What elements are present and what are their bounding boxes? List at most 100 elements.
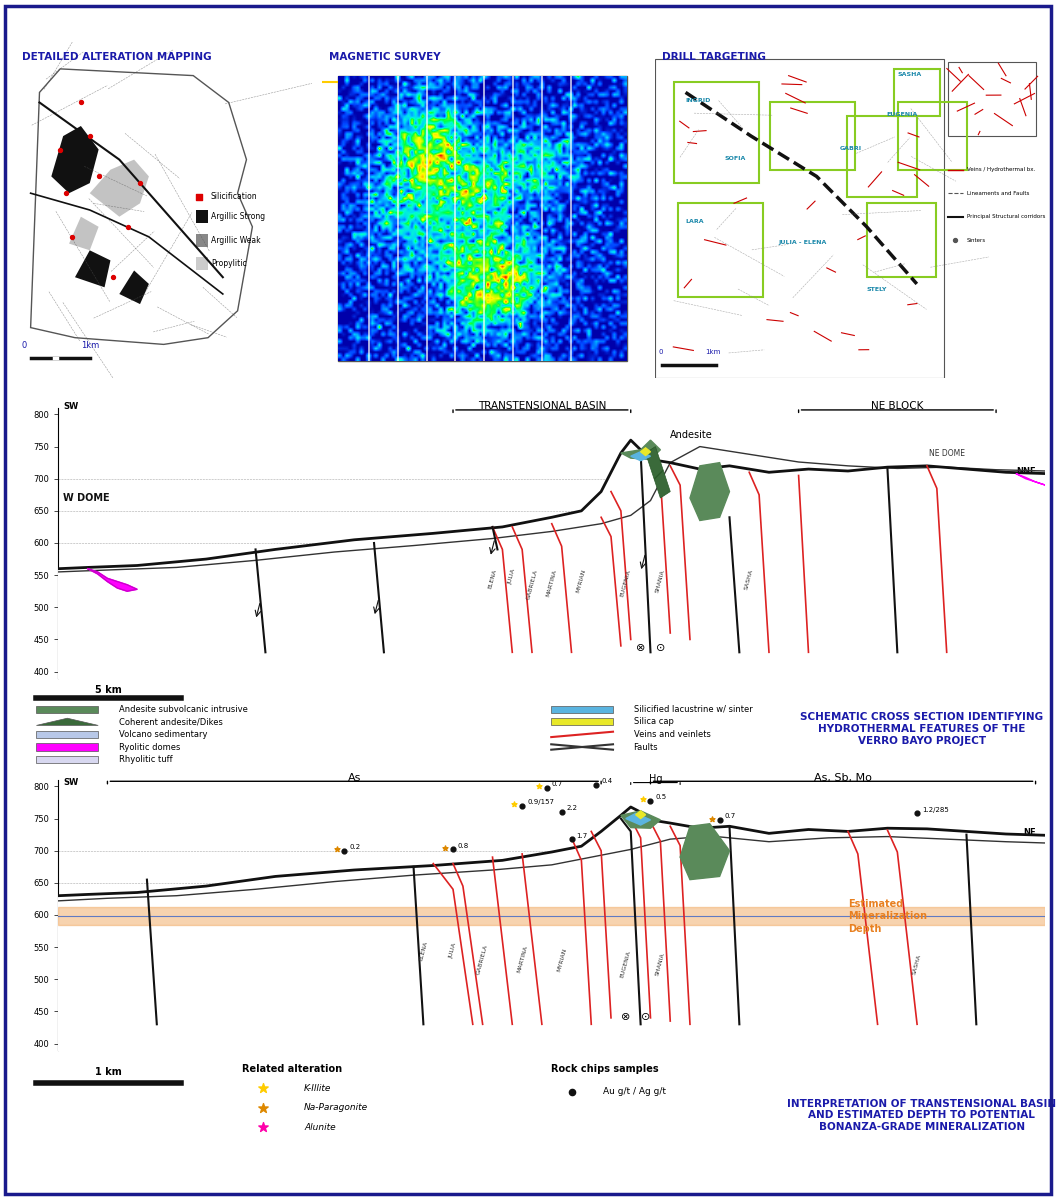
Polygon shape xyxy=(1016,474,1045,485)
Bar xyxy=(898,102,967,169)
Text: GABRIELA: GABRIELA xyxy=(476,944,489,976)
Point xyxy=(947,230,964,250)
Text: DRILL TARGETING: DRILL TARGETING xyxy=(662,52,767,62)
Bar xyxy=(36,731,98,738)
Text: Alunite: Alunite xyxy=(304,1123,336,1132)
Point xyxy=(530,776,547,796)
Point xyxy=(254,1117,271,1136)
Text: As, Sb, Mo: As, Sb, Mo xyxy=(814,773,872,782)
Text: 0.7: 0.7 xyxy=(724,814,736,820)
Point xyxy=(58,184,75,203)
Text: Veins / Hydrothermal bx.: Veins / Hydrothermal bx. xyxy=(967,167,1035,172)
Text: Lineaments and Faults: Lineaments and Faults xyxy=(967,191,1030,196)
Text: ⊙: ⊙ xyxy=(641,1012,650,1021)
Bar xyxy=(36,743,98,751)
Text: Argillic Weak: Argillic Weak xyxy=(211,235,261,245)
Text: SASHA: SASHA xyxy=(744,569,754,590)
Point xyxy=(908,804,925,823)
Polygon shape xyxy=(75,251,111,287)
Point xyxy=(63,227,80,246)
Text: NE BLOCK: NE BLOCK xyxy=(871,401,924,412)
Polygon shape xyxy=(52,126,98,193)
Text: SOFIA: SOFIA xyxy=(724,156,746,161)
Point xyxy=(506,794,523,814)
Text: 0.4: 0.4 xyxy=(601,778,612,784)
Text: Propylitic: Propylitic xyxy=(211,259,247,269)
Text: Coherent andesite/Dikes: Coherent andesite/Dikes xyxy=(119,718,223,726)
Text: 0: 0 xyxy=(22,341,27,349)
Text: SHANIA: SHANIA xyxy=(655,953,666,977)
Text: Hg: Hg xyxy=(648,774,662,784)
Text: 1 km: 1 km xyxy=(95,1068,121,1078)
Point xyxy=(336,841,353,860)
Polygon shape xyxy=(680,823,730,880)
Text: STELY: STELY xyxy=(867,287,887,292)
Text: SHANIA: SHANIA xyxy=(655,569,666,593)
Text: MYRIAN: MYRIAN xyxy=(557,947,567,972)
Text: 0.7: 0.7 xyxy=(551,781,563,787)
Polygon shape xyxy=(90,160,149,217)
Polygon shape xyxy=(645,446,671,498)
Text: LARA: LARA xyxy=(685,220,704,224)
Text: GABRIELA: GABRIELA xyxy=(526,569,539,600)
Bar xyxy=(893,68,940,116)
Text: Related alteration: Related alteration xyxy=(243,1064,342,1074)
Point xyxy=(563,829,580,848)
Text: Andesite subvolcanic intrusive: Andesite subvolcanic intrusive xyxy=(119,704,248,714)
Text: SW: SW xyxy=(63,402,78,412)
Point xyxy=(328,840,345,859)
Point xyxy=(105,268,121,287)
Point xyxy=(553,803,570,822)
Bar xyxy=(551,718,614,725)
Text: K-Illite: K-Illite xyxy=(304,1084,332,1093)
Point xyxy=(437,839,454,858)
Polygon shape xyxy=(31,68,252,344)
Point xyxy=(711,810,728,829)
Text: ⊙: ⊙ xyxy=(656,643,665,653)
Text: 0.8: 0.8 xyxy=(458,842,469,848)
Bar xyxy=(36,706,98,713)
Polygon shape xyxy=(641,448,650,456)
Bar xyxy=(867,203,936,277)
Text: JULIA - ELENA: JULIA - ELENA xyxy=(778,240,827,245)
Text: Rock chips samples: Rock chips samples xyxy=(551,1064,659,1074)
Point xyxy=(90,167,107,186)
Point xyxy=(254,1079,271,1098)
Bar xyxy=(848,116,917,197)
Polygon shape xyxy=(636,811,645,818)
Text: Silicification: Silicification xyxy=(211,192,258,202)
Polygon shape xyxy=(690,463,730,521)
Bar xyxy=(678,203,762,298)
Text: 0.9/157: 0.9/157 xyxy=(527,799,554,805)
Text: SASHA: SASHA xyxy=(898,72,922,77)
Text: Au g/t / Ag g/t: Au g/t / Ag g/t xyxy=(603,1087,665,1096)
Polygon shape xyxy=(626,814,650,826)
Text: Argillic Strong: Argillic Strong xyxy=(211,212,265,221)
Text: 1km: 1km xyxy=(81,341,99,349)
Text: 0.5: 0.5 xyxy=(656,794,666,800)
Bar xyxy=(338,76,626,361)
Point xyxy=(73,92,90,112)
Text: INTERPRETATION OF TRANSTENSIONAL BASIN
AND ESTIMATED DEPTH TO POTENTIAL
BONANZA-: INTERPRETATION OF TRANSTENSIONAL BASIN A… xyxy=(788,1099,1056,1132)
Text: JULIA: JULIA xyxy=(449,942,457,959)
Text: 1km: 1km xyxy=(704,349,720,355)
Polygon shape xyxy=(58,592,1045,678)
Text: Sinters: Sinters xyxy=(967,238,986,242)
Point xyxy=(132,174,149,193)
Polygon shape xyxy=(58,908,1045,1050)
Bar xyxy=(771,102,855,169)
Point xyxy=(81,126,98,145)
Text: As: As xyxy=(347,773,361,782)
Text: Na-Paragonite: Na-Paragonite xyxy=(304,1103,369,1112)
Text: NE: NE xyxy=(1023,828,1036,838)
Bar xyxy=(655,59,944,378)
Point xyxy=(703,809,720,828)
Bar xyxy=(58,907,1045,925)
Point xyxy=(52,140,69,160)
Text: 2.2: 2.2 xyxy=(567,805,578,811)
Text: Silica cap: Silica cap xyxy=(634,718,674,726)
Polygon shape xyxy=(621,440,660,460)
Bar xyxy=(196,210,208,223)
Text: ELENA: ELENA xyxy=(488,569,497,589)
Text: Estimated
Mineralization
Depth: Estimated Mineralization Depth xyxy=(848,899,927,934)
